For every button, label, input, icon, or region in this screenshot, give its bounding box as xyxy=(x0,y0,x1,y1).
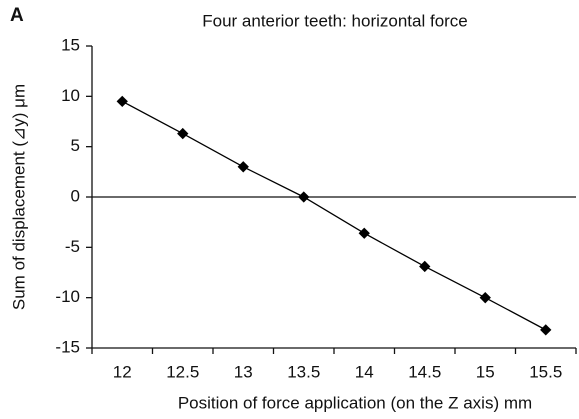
x-tick-label: 13 xyxy=(234,362,253,381)
y-tick-label: -15 xyxy=(55,337,80,356)
y-tick-label: 10 xyxy=(61,86,80,105)
panel-label: A xyxy=(10,5,24,26)
y-axis-label: Sum of displacement (⊿y) μm xyxy=(9,84,28,310)
y-tick-label: -10 xyxy=(55,287,80,306)
data-point xyxy=(116,95,128,108)
y-tick-label: 15 xyxy=(61,35,80,54)
data-point xyxy=(177,127,189,140)
y-tick-label: 5 xyxy=(71,136,80,155)
x-tick-label: 14.5 xyxy=(408,362,441,381)
x-tick-label: 14 xyxy=(355,362,374,381)
data-point xyxy=(358,227,370,239)
data-point xyxy=(237,161,249,173)
y-tick-label: -5 xyxy=(65,237,80,256)
x-tick-label: 13.5 xyxy=(287,362,320,381)
y-tick-label: 0 xyxy=(71,186,80,205)
data-point xyxy=(419,260,431,273)
chart-title: Four anterior teeth: horizontal force xyxy=(202,11,468,30)
x-tick-label: 12 xyxy=(113,362,132,381)
x-tick-label: 15 xyxy=(476,362,495,381)
data-point xyxy=(540,324,552,336)
x-axis-label: Position of force application (on the Z … xyxy=(178,393,532,412)
x-tick-label: 15.5 xyxy=(529,362,562,381)
data-point xyxy=(479,292,491,304)
x-tick-label: 12.5 xyxy=(166,362,199,381)
data-line xyxy=(121,100,547,331)
data-point xyxy=(298,191,310,203)
